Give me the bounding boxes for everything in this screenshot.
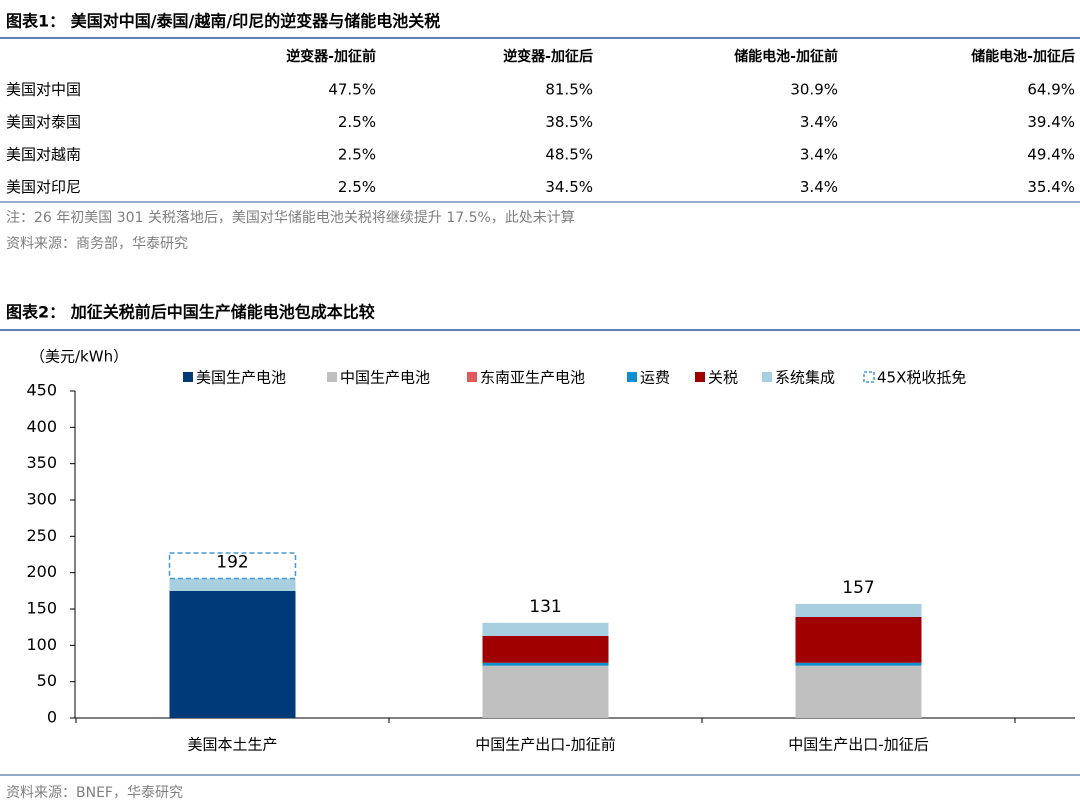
y-tick-label: 200 <box>26 562 57 581</box>
y-tick-label: 0 <box>47 708 57 727</box>
cell: 48.5% <box>545 146 593 164</box>
bar-segment <box>169 590 296 718</box>
note: 注：26 年初美国 301 关税落地后，美国对华储能电池关税将继续提升 17.5… <box>6 209 575 226</box>
legend-label: 运费 <box>640 369 670 387</box>
row-label: 美国对越南 <box>6 146 81 164</box>
column-header: 储能电池-加征后 <box>970 48 1075 65</box>
bar-segment <box>795 665 922 718</box>
y-tick-label: 300 <box>26 490 57 509</box>
column-header: 储能电池-加征前 <box>733 48 838 65</box>
y-tick-label: 350 <box>26 453 57 472</box>
legend-label: 美国生产电池 <box>196 369 286 387</box>
row-label: 美国对中国 <box>6 81 81 99</box>
legend-swatch <box>327 372 337 382</box>
bar-segment <box>169 578 296 591</box>
y-tick-label: 100 <box>26 635 57 654</box>
y-tick-label: 400 <box>26 417 57 436</box>
x-tick-label: 中国生产出口-加征前 <box>475 736 615 754</box>
legend-swatch <box>863 371 875 383</box>
chart-title: 图表2： 加征关税前后中国生产储能电池包成本比较 <box>6 303 375 322</box>
figure1-title: 图表1： 美国对中国/泰国/越南/印尼的逆变器与储能电池关税 <box>6 12 440 31</box>
y-tick-label: 50 <box>37 671 57 690</box>
cell: 49.4% <box>1027 146 1075 164</box>
y-axis-label: （美元/kWh） <box>30 348 128 366</box>
cell: 3.4% <box>800 178 838 196</box>
cell: 30.9% <box>790 81 838 99</box>
total-label: 192 <box>216 552 248 572</box>
x-tick-label: 美国本土生产 <box>187 736 277 754</box>
legend-swatch <box>183 372 193 382</box>
cell: 3.4% <box>800 146 838 164</box>
y-tick-label: 450 <box>26 381 57 400</box>
cell: 81.5% <box>545 81 593 99</box>
y-tick-label: 250 <box>26 526 57 545</box>
total-label: 157 <box>842 578 874 598</box>
legend-swatch <box>762 372 772 382</box>
row-label: 美国对印尼 <box>6 178 81 196</box>
cell: 2.5% <box>338 146 376 164</box>
bar-segment <box>795 603 922 617</box>
legend-label: 东南亚生产电池 <box>480 369 585 387</box>
total-label: 131 <box>529 597 561 617</box>
bar-segment <box>482 665 609 718</box>
legend-label: 45X税收抵免 <box>877 369 966 387</box>
legend-label: 关税 <box>708 369 738 387</box>
cell: 2.5% <box>338 113 376 131</box>
legend-swatch <box>695 372 705 382</box>
cell: 38.5% <box>545 113 593 131</box>
bar-segment <box>795 616 922 663</box>
legend-swatch <box>627 372 637 382</box>
row-label: 美国对泰国 <box>6 113 81 131</box>
bar-segment <box>795 662 922 666</box>
source: 资料来源：商务部，华泰研究 <box>6 236 188 252</box>
column-header: 逆变器-加征前 <box>286 48 376 65</box>
chart-source: 资料来源：BNEF，华泰研究 <box>6 785 183 801</box>
x-tick-label: 中国生产出口-加征后 <box>788 736 928 754</box>
bar-segment <box>482 662 609 666</box>
legend-label: 中国生产电池 <box>340 369 430 387</box>
column-header: 逆变器-加征后 <box>503 48 593 65</box>
cell: 34.5% <box>545 178 593 196</box>
cell: 64.9% <box>1027 81 1075 99</box>
cell: 3.4% <box>800 113 838 131</box>
bar-segment <box>482 635 609 663</box>
cell: 47.5% <box>328 81 376 99</box>
cell: 39.4% <box>1027 113 1075 131</box>
cell: 2.5% <box>338 178 376 196</box>
legend-swatch <box>467 372 477 382</box>
legend-label: 系统集成 <box>775 369 835 387</box>
y-tick-label: 150 <box>26 599 57 618</box>
bar-segment <box>482 622 609 636</box>
cell: 35.4% <box>1027 178 1075 196</box>
bar-segment <box>168 552 297 580</box>
